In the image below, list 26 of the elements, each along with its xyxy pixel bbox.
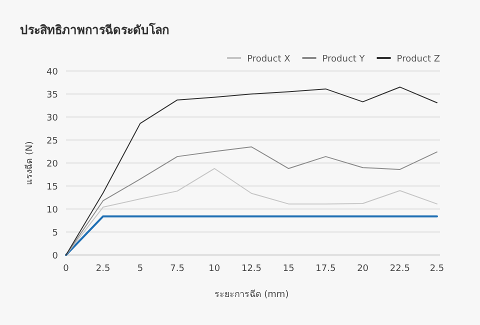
x-tick-label: 2.5 (430, 264, 444, 274)
y-tick-label: 10 (46, 206, 58, 216)
y-tick-label: 35 (46, 90, 58, 100)
x-tick-label: 7.5 (170, 264, 184, 274)
x-tick-label: 12.5 (241, 264, 262, 274)
y-tick-label: 20 (46, 160, 58, 170)
x-tick-label: 17.5 (316, 264, 336, 274)
y-axis-title: แรงฉีด (N) (24, 141, 35, 185)
x-tick-label: 15 (282, 264, 294, 274)
x-tick-label: 10 (208, 264, 220, 274)
chart-title: ประสิทธิภาพการฉีดระดับโลก (20, 22, 169, 37)
y-tick-label: 5 (52, 228, 58, 238)
legend-label: Product X (247, 54, 290, 64)
x-axis-title: ระยะการฉีด (mm) (214, 289, 289, 300)
y-tick-label: 0 (52, 252, 58, 262)
x-tick-label: 2.5 (96, 264, 110, 274)
y-tick-label: 15 (46, 182, 58, 192)
y-tick-label: 25 (46, 136, 58, 146)
legend-label: Product Z (396, 54, 440, 64)
x-tick-label: 0 (63, 264, 70, 274)
legend-label: Product Y (322, 54, 366, 64)
x-tick-label: 5 (137, 264, 144, 274)
y-tick-label: 40 (46, 68, 58, 78)
x-tick-label: 22.5 (390, 264, 410, 274)
x-tick-label: 20 (357, 264, 369, 274)
y-tick-label: 30 (46, 114, 58, 124)
